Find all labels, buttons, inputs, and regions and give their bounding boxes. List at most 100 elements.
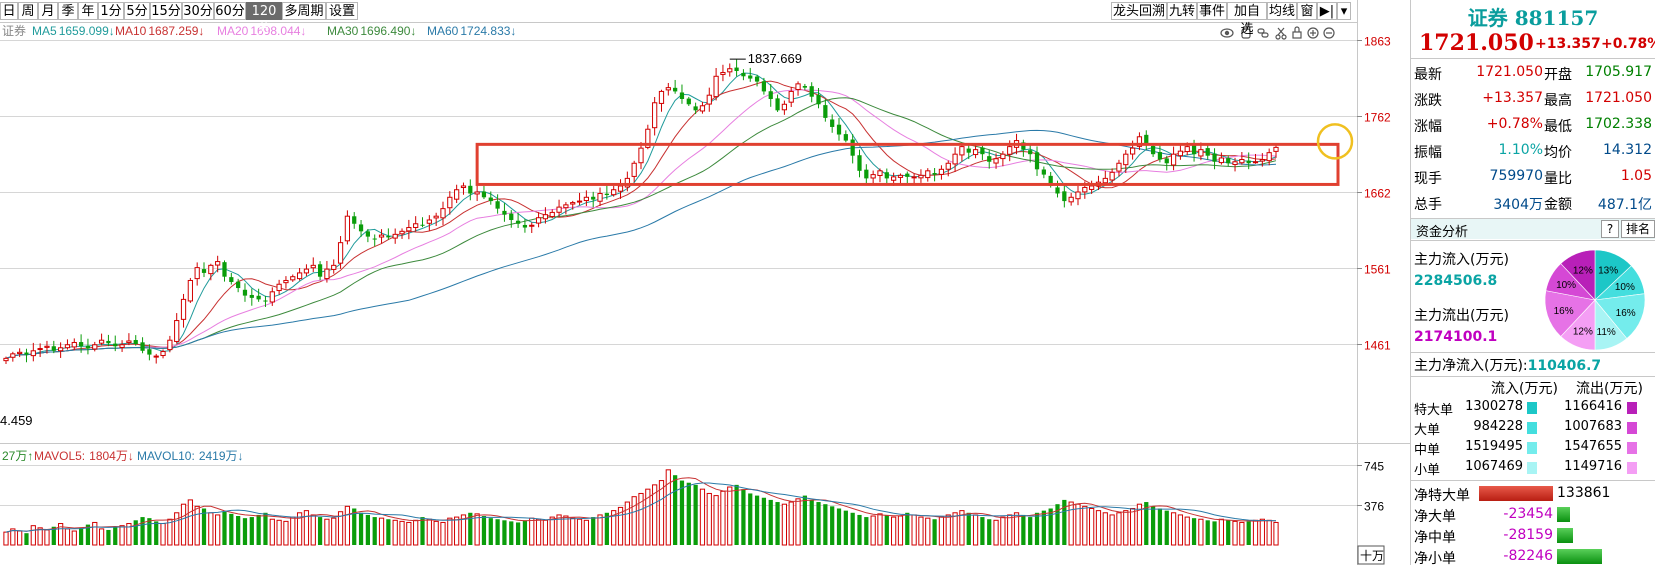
volume-bar — [1021, 514, 1026, 545]
candle — [597, 187, 603, 207]
volume-bar — [296, 512, 303, 546]
candle — [870, 170, 876, 185]
volume-bar — [788, 501, 794, 546]
volume-bar — [884, 514, 889, 545]
candle — [426, 215, 432, 231]
toolbar-right-button-1[interactable]: 九转 — [1167, 2, 1197, 20]
volume-bar — [1252, 519, 1259, 546]
volume-bar — [468, 512, 473, 545]
toolbar-right-button-2[interactable]: 事件 — [1197, 2, 1227, 20]
toolbar-right-button-3[interactable]: 加自选 — [1227, 2, 1267, 37]
candle — [1062, 183, 1067, 208]
candle — [160, 349, 166, 359]
candle — [905, 171, 910, 185]
candle — [174, 313, 180, 344]
candle — [283, 276, 289, 289]
period-button-9[interactable]: 60分 — [214, 2, 246, 20]
period-button-1[interactable]: 周 — [18, 2, 38, 20]
rank-button[interactable]: 排名 — [1621, 220, 1655, 238]
link-icon[interactable] — [1257, 28, 1269, 38]
volume-bar — [10, 528, 16, 546]
flow-out-value: 1547655 — [1564, 439, 1622, 454]
zoom-out-icon[interactable] — [1323, 27, 1335, 39]
toolbar-right-button-0[interactable]: 龙头回溯 — [1111, 2, 1167, 20]
stat-value: +13.357 — [1482, 90, 1543, 106]
help-button[interactable]: ? — [1601, 220, 1619, 238]
candle — [256, 288, 261, 302]
stat-label: 金额 — [1544, 197, 1572, 213]
volume-bar — [236, 516, 241, 545]
period-button-0[interactable]: 日 — [0, 2, 18, 20]
zoom-in-icon[interactable] — [1307, 27, 1319, 39]
period-button-10[interactable]: 120分 — [246, 2, 282, 37]
price-tick-label: 1863 — [1364, 35, 1391, 49]
period-button-2[interactable]: 月 — [38, 2, 58, 20]
candle — [686, 96, 691, 106]
period-button-6[interactable]: 5分 — [124, 2, 150, 20]
candle — [495, 194, 500, 214]
volume-bar — [290, 516, 296, 546]
net-label: 净特大单 — [1414, 488, 1470, 504]
candle — [952, 147, 958, 172]
volume-bar — [92, 521, 98, 546]
volume-bar — [1048, 508, 1053, 545]
candle — [972, 145, 979, 159]
hand-icon[interactable] — [1241, 25, 1251, 39]
period-button-5[interactable]: 1分 — [98, 2, 124, 20]
period-button-4[interactable]: 年 — [78, 2, 98, 20]
stat-label: 均价 — [1544, 145, 1572, 161]
period-button-8[interactable]: 30分 — [182, 2, 214, 20]
chevron-down-icon[interactable]: ▾ — [1337, 2, 1351, 20]
volume-bar — [64, 528, 71, 546]
candle — [474, 185, 480, 202]
candle — [624, 171, 630, 192]
volume-bar — [522, 520, 528, 545]
candle — [535, 212, 542, 228]
volume-bar — [78, 527, 84, 545]
volume-bar — [1000, 516, 1006, 546]
candle — [310, 257, 316, 273]
lock-icon[interactable] — [1292, 26, 1302, 39]
flow-label: 大单 — [1414, 423, 1441, 438]
volume-bar — [911, 514, 917, 546]
volume-bar — [119, 525, 125, 546]
volume-bar — [1239, 521, 1245, 546]
volume-bar — [1041, 510, 1046, 545]
candle — [665, 82, 671, 96]
period-button-11[interactable]: 多周期 — [282, 2, 326, 20]
eye-icon[interactable] — [1220, 28, 1234, 38]
period-button-7[interactable]: 15分 — [150, 2, 182, 20]
toolbar-right-button-5[interactable]: 窗 — [1297, 2, 1317, 20]
volume-bar — [1212, 521, 1217, 545]
scissors-icon[interactable] — [1275, 27, 1287, 40]
candle — [693, 102, 698, 115]
toolbar-right-button-4[interactable]: 均线 — [1267, 2, 1297, 20]
chart-tool-icons — [1220, 25, 1335, 40]
ma-arrow: ↓ — [109, 24, 115, 38]
volume-unit-box — [1357, 545, 1385, 565]
volume-bar — [1095, 510, 1102, 546]
volume-bar — [1055, 504, 1060, 545]
period-button-12[interactable]: 设置 — [326, 2, 358, 20]
mavol5-label: MAVOL5: — [34, 449, 85, 463]
candle — [604, 185, 609, 200]
candle — [317, 261, 323, 281]
volume-bar — [809, 499, 814, 545]
volume-bar — [331, 517, 337, 546]
kline-chart[interactable]: 1863 1762 1662 1561 1461 745 376 1837.669 4.4… — [0, 0, 1411, 565]
period-button-3[interactable]: 季 — [58, 2, 78, 20]
volume-bar — [1129, 507, 1136, 546]
candle — [1266, 148, 1272, 166]
candle — [1028, 144, 1033, 163]
volume-bar — [638, 492, 644, 546]
volume-bar — [699, 488, 706, 546]
toolbar-forward-button[interactable]: ▶| — [1317, 2, 1337, 20]
volume-bar — [529, 517, 535, 546]
flow-row-2: 中单 1519495 1547655 — [1411, 438, 1655, 458]
volume-bar — [645, 488, 651, 546]
volume-bar — [1177, 514, 1184, 546]
candle — [857, 149, 862, 178]
volume-bar — [406, 521, 412, 546]
candle — [611, 186, 617, 197]
volume-gridlines — [0, 465, 1357, 506]
